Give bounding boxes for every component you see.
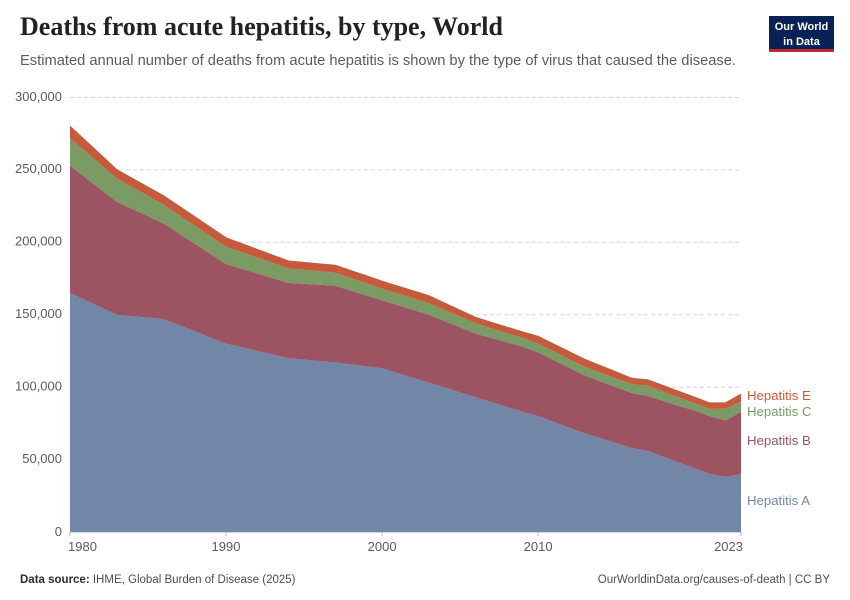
svg-text:2000: 2000: [368, 539, 397, 554]
svg-text:1990: 1990: [212, 539, 241, 554]
svg-text:150,000: 150,000: [15, 306, 62, 321]
svg-text:2023: 2023: [714, 539, 743, 554]
svg-text:0: 0: [55, 524, 62, 539]
svg-text:50,000: 50,000: [22, 451, 62, 466]
svg-text:2010: 2010: [524, 539, 553, 554]
svg-text:1980: 1980: [68, 539, 97, 554]
svg-text:300,000: 300,000: [15, 89, 62, 104]
svg-text:200,000: 200,000: [15, 234, 62, 249]
svg-text:250,000: 250,000: [15, 161, 62, 176]
svg-text:100,000: 100,000: [15, 379, 62, 394]
